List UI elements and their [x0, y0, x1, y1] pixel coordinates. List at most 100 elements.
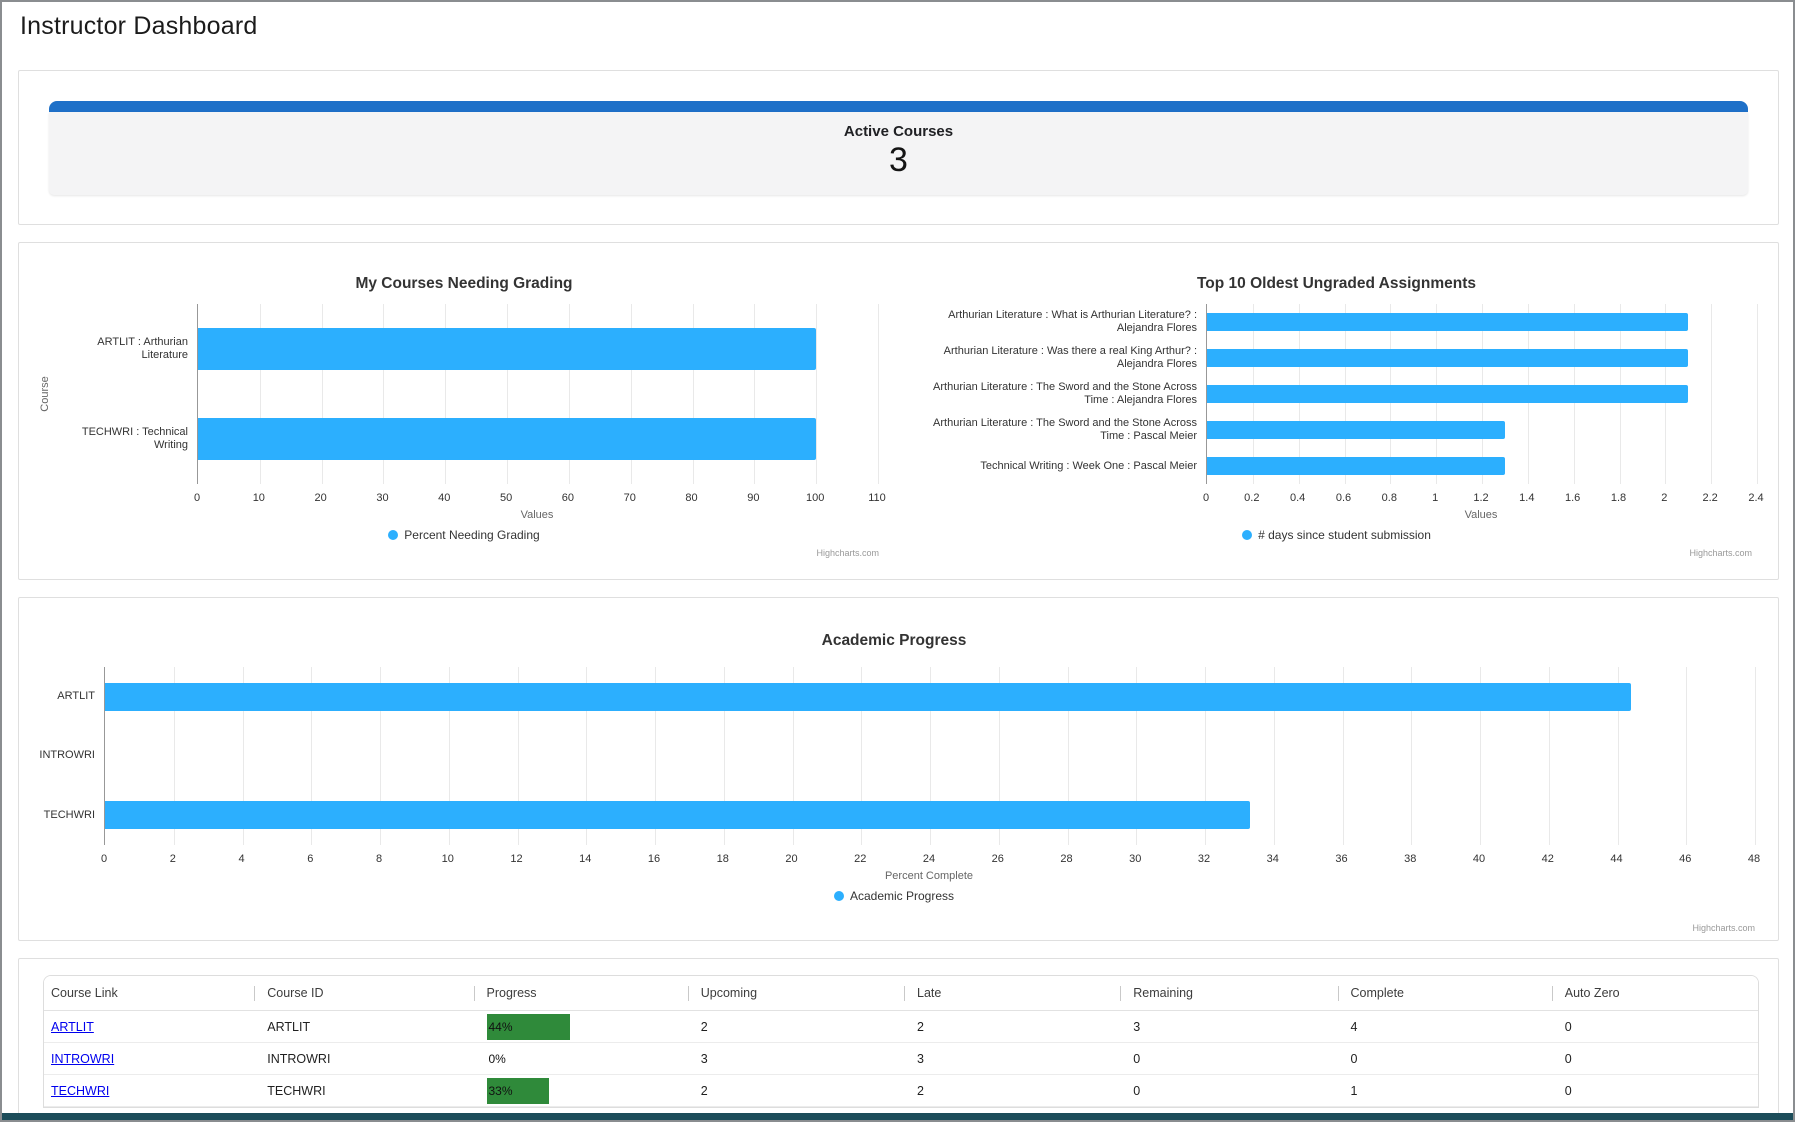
category-label: TECHWRI [43, 808, 95, 821]
legend-marker-icon [833, 891, 844, 901]
legend-item[interactable]: Academic Progress [19, 889, 1769, 903]
category-label: Arthurian Literature : Was there a real … [943, 345, 1197, 370]
x-tick-label: 110 [868, 492, 886, 504]
chart-my-courses-needing-grading: My Courses Needing Grading Course ARTLIT :… [35, 261, 893, 563]
active-courses-value: 3 [889, 141, 908, 179]
chart-title: Academic Progress [821, 632, 967, 649]
course-link-cell: TECHWRI [44, 1075, 261, 1107]
remaining-cell: 0 [1126, 1043, 1344, 1075]
gridline [568, 304, 570, 484]
course-link-introwri[interactable]: INTROWRI [51, 1051, 115, 1066]
plot-area [104, 667, 1756, 845]
highcharts-credit-link[interactable]: Highcharts.com [1692, 923, 1755, 933]
active-courses-card[interactable]: Active Courses 3 [49, 101, 1748, 195]
late-cell: 3 [910, 1043, 1127, 1075]
x-tick-label: 32 [1197, 853, 1211, 865]
highcharts-credit-link[interactable]: Highcharts.com [816, 548, 879, 558]
x-tick-label: 0.6 [1335, 492, 1352, 504]
category-label: Arthurian Literature : The Sword and the… [933, 381, 1197, 406]
x-tick-label: 0.8 [1381, 492, 1397, 504]
legend-item[interactable]: # days since student submission [907, 528, 1766, 542]
x-axis-title: Values [1464, 509, 1498, 521]
x-tick-label: 70 [623, 492, 636, 504]
x-tick-label: 2 [169, 853, 176, 865]
x-tick-label: 90 [747, 492, 760, 504]
chart-bar[interactable] [1207, 349, 1689, 367]
courses-table-panel: Course Link Course ID Progress Upcoming Late… [18, 958, 1779, 1120]
x-tick-label: 8 [375, 853, 383, 865]
category-label: ARTLIT [57, 690, 95, 703]
course-link-techwri[interactable]: TECHWRI [51, 1083, 110, 1098]
gridline [586, 667, 588, 845]
table-row-techwri: TECHWRI TECHWRI 33% 2 2 0 1 0 [44, 1075, 1758, 1107]
gridline [878, 304, 879, 484]
x-axis-title: Percent Complete [884, 870, 974, 882]
x-tick-label: 40 [438, 492, 451, 504]
x-tick-label: 22 [854, 853, 867, 865]
x-tick-label: 1.6 [1565, 492, 1581, 504]
column-header-auto-zero: Auto Zero [1557, 976, 1758, 1011]
chart-bar[interactable] [1207, 457, 1505, 475]
chart-body: Course ARTLIT : Arthurian Literature TECHW… [35, 304, 893, 484]
progress-bar: 33% [486, 1077, 694, 1105]
gridline [1067, 667, 1069, 845]
chart-bar[interactable] [105, 682, 1632, 711]
x-tick-label: 0 [100, 853, 108, 865]
auto-zero-cell: 0 [1557, 1011, 1758, 1043]
x-tick-label: 24 [922, 853, 936, 865]
category-label: Technical Writing : Week One : Pascal Me… [980, 459, 1197, 472]
gridline [1480, 667, 1481, 845]
gridline [517, 667, 519, 845]
x-tick-label: 1.8 [1610, 492, 1627, 504]
gridline [998, 667, 1000, 845]
course-link-cell: ARTLIT [44, 1011, 261, 1043]
active-courses-label: Active Courses [843, 123, 954, 140]
x-tick-label: 42 [1541, 853, 1554, 865]
x-tick-label: 48 [1747, 853, 1761, 865]
course-link-artlit[interactable]: ARTLIT [51, 1019, 94, 1034]
chart-bar[interactable] [1207, 421, 1505, 439]
x-axis-labels: 0 2 4 6 8 10 12 14 16 18 20 22 24 26 28 30 32 34 36 38 40 42 4… [100, 853, 1760, 867]
course-summary-table: Course Link Course ID Progress Upcoming Late… [44, 976, 1758, 1107]
column-header-remaining: Remaining [1126, 976, 1344, 1011]
category-label: ARTLIT : Arthurian Literature [97, 336, 188, 361]
x-tick-label: 38 [1404, 853, 1417, 865]
gridline [754, 304, 756, 484]
chart-academic-progress: Academic Progress ARTLIT INTROWRI TECHWRI 0 2… [19, 612, 1769, 938]
x-tick-label: 6 [307, 853, 314, 865]
chart-bar[interactable] [198, 328, 817, 370]
gridline [861, 667, 863, 845]
column-header-progress: Progress [479, 976, 694, 1011]
x-tick-label: 0.4 [1290, 492, 1306, 504]
progress-label: 0% [488, 1051, 506, 1066]
gridline [630, 304, 632, 484]
gridline [507, 304, 509, 484]
chart-bar[interactable] [1207, 385, 1689, 403]
legend-item[interactable]: Percent Needing Grading [35, 528, 893, 542]
legend-label: Academic Progress [849, 889, 955, 903]
gridline [655, 667, 656, 845]
progress-bar-fill [486, 1013, 571, 1040]
y-axis-labels: Arthurian Literature : What is Arthurian… [907, 304, 1206, 484]
gridline [1136, 667, 1138, 845]
courses-table: Course Link Course ID Progress Upcoming Late… [43, 975, 1759, 1108]
progress-bar-fill [486, 1077, 550, 1104]
category-label: TECHWRI : Technical Writing [81, 426, 188, 451]
x-tick-label: 2.2 [1702, 492, 1718, 504]
chart-bar[interactable] [105, 801, 1250, 830]
category-label: Arthurian Literature : What is Arthurian… [948, 309, 1197, 334]
progress-label: 44% [488, 1019, 513, 1034]
chart-bar[interactable] [198, 418, 817, 460]
gridline [1548, 667, 1550, 845]
upcoming-cell: 2 [693, 1011, 910, 1043]
chart-bar[interactable] [1207, 313, 1689, 331]
upcoming-cell: 3 [693, 1043, 910, 1075]
gridline [1686, 667, 1688, 845]
x-tick-label: 2.4 [1748, 492, 1764, 504]
x-tick-label: 14 [579, 853, 592, 865]
highcharts-credit-link[interactable]: Highcharts.com [1689, 548, 1752, 558]
x-tick-label: 28 [1060, 853, 1073, 865]
course-id-cell: ARTLIT [260, 1011, 480, 1043]
page-title: Instructor Dashboard [20, 12, 258, 40]
